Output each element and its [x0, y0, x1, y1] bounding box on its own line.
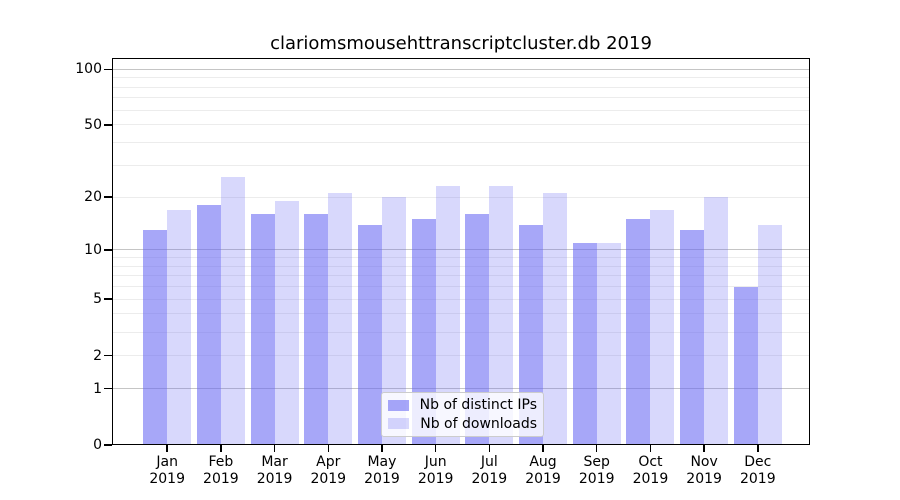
x-tick-mark-nov	[703, 445, 705, 452]
y-tick-label-2: 2	[93, 347, 102, 364]
legend-swatch-downloads	[388, 418, 410, 430]
gridline-1	[112, 388, 810, 390]
y-tick-label-1: 1	[93, 380, 102, 397]
x-tick-label-nov: Nov 2019	[686, 454, 722, 487]
gridline-6	[112, 286, 810, 288]
y-tick-label-0: 0	[93, 437, 102, 453]
bar-downloads-sep	[596, 242, 621, 445]
y-tick-mark-0	[104, 444, 112, 446]
gridline-30	[112, 164, 810, 166]
bar-downloads-oct	[650, 209, 675, 445]
bar-distinct-ips-feb	[196, 205, 221, 445]
bar-downloads-jan	[167, 209, 192, 445]
y-tick-mark-2	[104, 354, 112, 357]
plot-area	[112, 58, 810, 445]
gridline-10	[112, 249, 810, 251]
x-tick-mark-feb	[220, 445, 222, 452]
x-tick-label-jul: Jul 2019	[471, 454, 508, 487]
gridline-90	[112, 77, 810, 79]
x-tick-label-jun: Jun 2019	[417, 454, 454, 487]
bar-distinct-ips-nov	[680, 230, 705, 445]
x-tick-label-oct: Oct 2019	[632, 454, 669, 487]
x-tick-mark-oct	[649, 445, 652, 452]
bar-distinct-ips-jan	[143, 230, 168, 445]
gridline-2	[112, 355, 810, 357]
x-tick-mark-jan	[166, 445, 168, 452]
x-tick-mark-mar	[273, 445, 276, 452]
legend-swatch-distinct-ips	[388, 399, 409, 411]
y-tick-mark-100	[104, 68, 112, 71]
x-tick-mark-jul	[488, 445, 491, 452]
bar-distinct-ips-dec	[733, 286, 758, 445]
gridline-100	[112, 68, 810, 70]
x-tick-mark-aug	[542, 445, 544, 452]
y-tick-label-20: 20	[84, 189, 102, 206]
x-tick-label-aug: Aug 2019	[525, 454, 561, 487]
bar-distinct-ips-sep	[572, 242, 597, 445]
gridline-80	[112, 86, 810, 88]
y-tick-label-10: 10	[84, 241, 102, 258]
gridline-9	[112, 257, 810, 259]
legend-label-distinct-ips: Nb of distinct IPs	[419, 397, 537, 414]
y-tick-mark-5	[104, 298, 112, 300]
y-tick-label-5: 5	[93, 291, 102, 308]
bar-downloads-mar	[274, 201, 299, 445]
gridline-70	[112, 97, 810, 99]
y-tick-mark-1	[104, 387, 112, 390]
bar-distinct-ips-may	[357, 224, 382, 445]
gridline-50	[112, 124, 810, 126]
legend: Nb of distinct IPs Nb of downloads	[381, 392, 544, 437]
x-tick-label-dec: Dec 2019	[739, 454, 776, 487]
x-tick-label-may: May 2019	[364, 454, 400, 487]
gridline-5	[112, 298, 810, 300]
y-tick-mark-20	[104, 196, 112, 198]
x-tick-mark-dec	[757, 445, 759, 452]
bar-downloads-dec	[757, 224, 782, 445]
gridline-40	[112, 142, 810, 144]
x-tick-mark-jun	[434, 445, 437, 452]
x-tick-label-feb: Feb 2019	[203, 454, 239, 487]
x-tick-mark-apr	[327, 445, 330, 452]
gridline-3	[112, 331, 810, 333]
bar-downloads-nov	[704, 197, 729, 445]
x-tick-label-mar: Mar 2019	[256, 454, 293, 487]
x-tick-mark-may	[381, 445, 383, 452]
x-tick-label-sep: Sep 2019	[578, 454, 615, 487]
gridline-60	[112, 109, 810, 111]
x-tick-label-apr: Apr 2019	[310, 454, 347, 487]
legend-item-distinct-ips: Nb of distinct IPs	[388, 396, 537, 415]
x-tick-mark-sep	[595, 445, 598, 452]
y-tick-mark-50	[104, 124, 112, 126]
bar-downloads-apr	[328, 193, 353, 445]
bar-distinct-ips-oct	[626, 219, 651, 445]
gridline-20	[112, 196, 810, 198]
gridline-7	[112, 275, 810, 277]
y-tick-mark-10	[104, 249, 112, 251]
gridline-8	[112, 265, 810, 267]
legend-label-downloads: Nb of downloads	[420, 415, 537, 432]
x-tick-label-jan: Jan 2019	[149, 454, 185, 487]
chart-title: clariomsmousehttranscriptcluster.db 2019	[270, 33, 652, 54]
bar-downloads-aug	[543, 193, 568, 445]
bar-distinct-ips-apr	[304, 214, 329, 445]
legend-item-downloads: Nb of downloads	[388, 415, 537, 434]
y-tick-label-50: 50	[84, 116, 102, 133]
bar-distinct-ips-mar	[250, 214, 275, 445]
bar-downloads-feb	[220, 176, 245, 445]
gridline-4	[112, 313, 810, 315]
y-tick-label-100: 100	[75, 61, 102, 78]
